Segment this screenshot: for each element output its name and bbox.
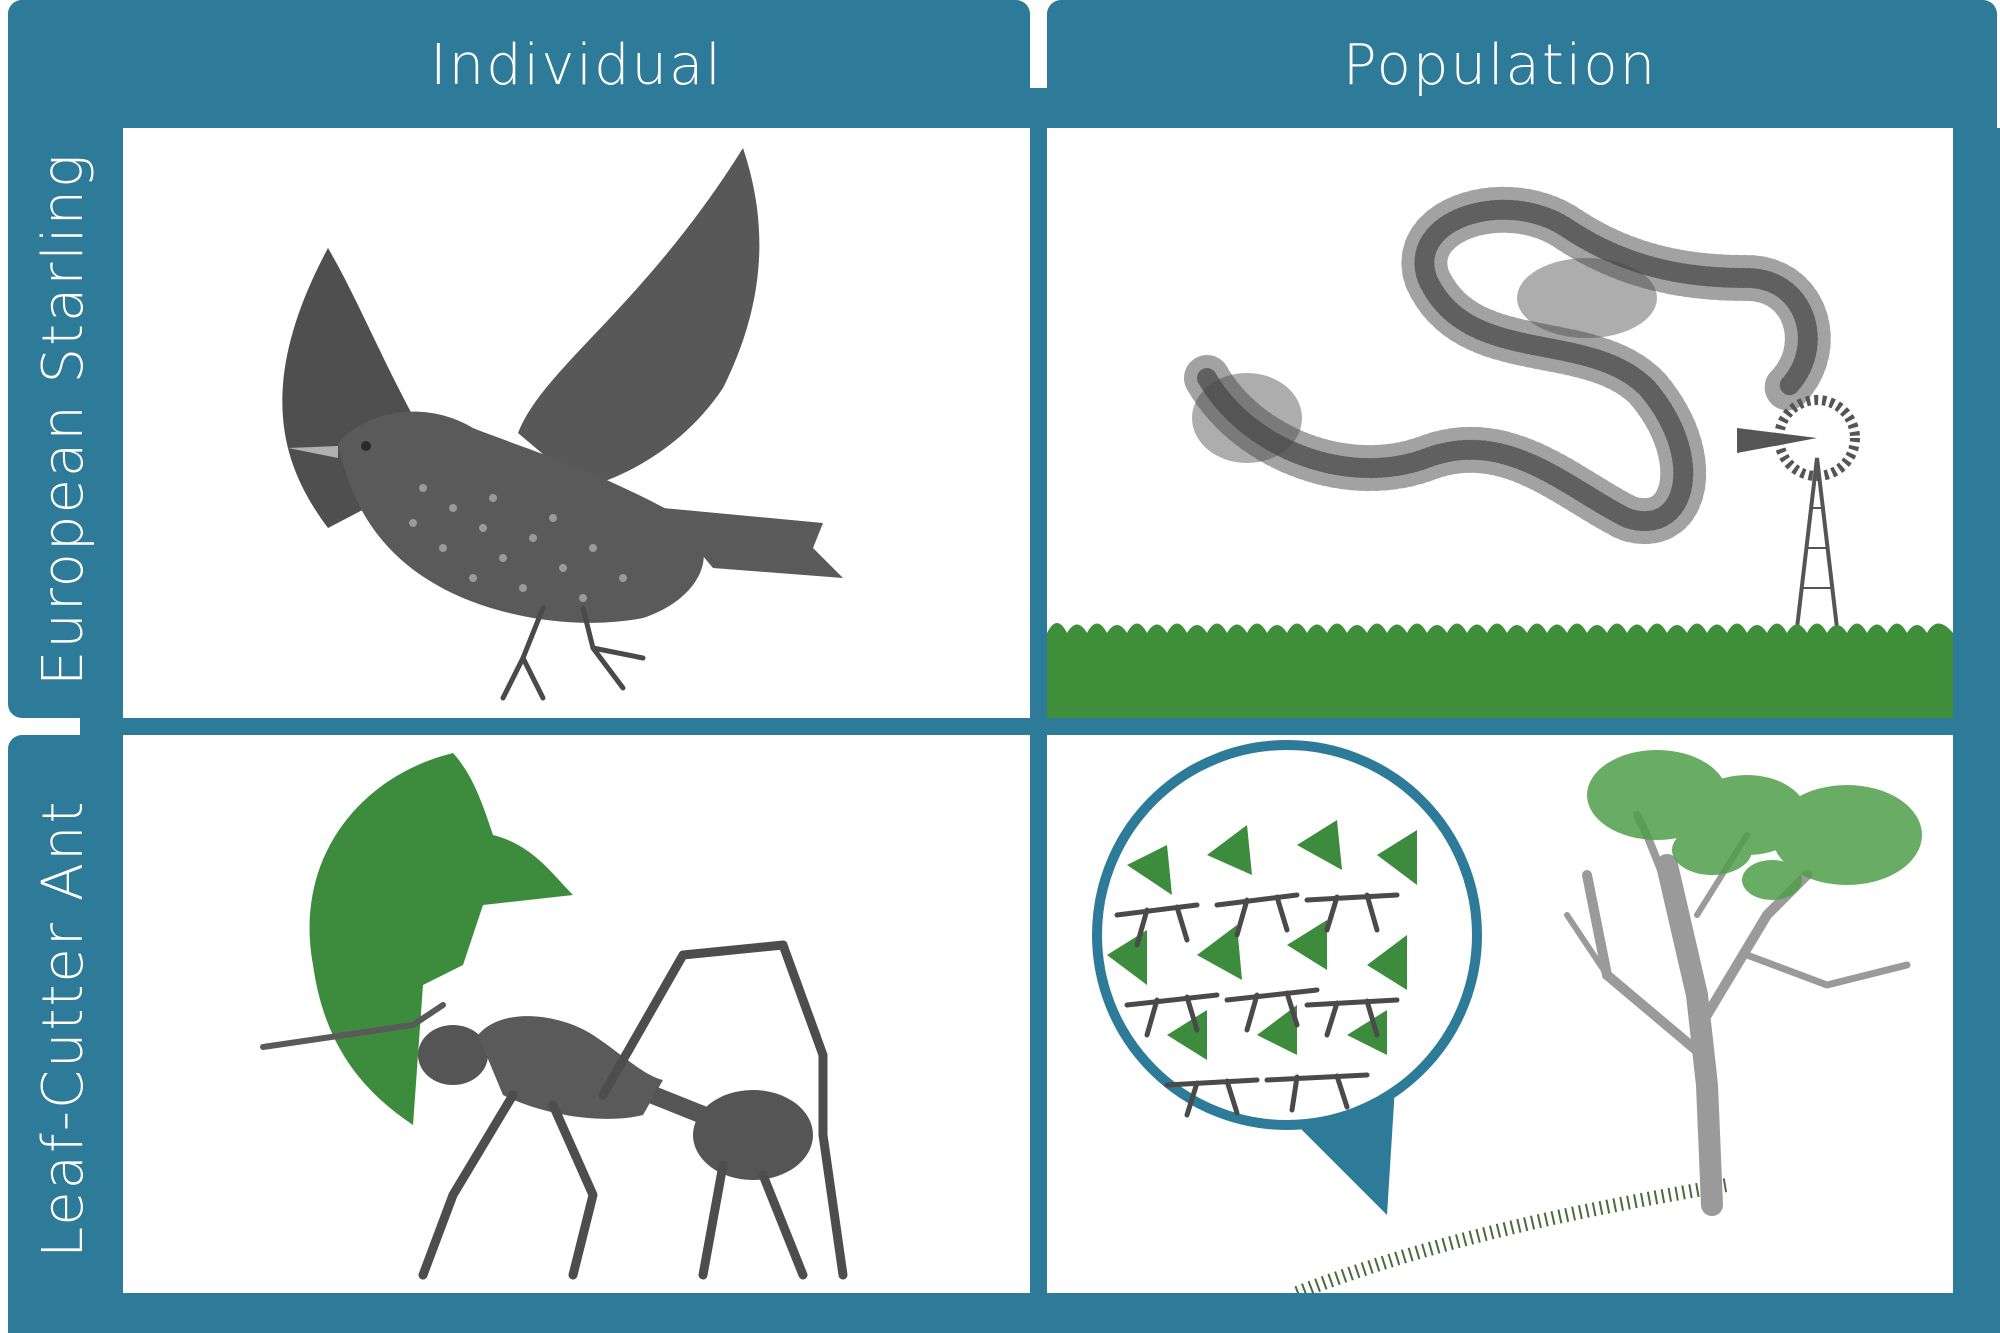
magnified-ant-bodies [1114,892,1400,1118]
frame-right [1953,128,2000,1333]
row-title-european-starling: European Starling [31,152,96,686]
column-title-population: Population [1342,33,1658,98]
cell-starling-population [1047,128,1953,718]
cell-ant-population [1047,735,1953,1293]
ant-illustration [260,753,848,1280]
frame-left-bottom [8,735,123,1333]
ant-antenna [260,1002,446,1050]
starling-body [338,411,704,623]
ant-abdomen [693,1090,813,1180]
field-grass-edge [1047,623,1953,633]
starling-illustration [282,148,843,701]
cell-starling-individual [123,128,1030,718]
starling-tail [663,508,843,578]
ant-trail-illustration [1092,740,1922,1293]
ant-thorax [478,1016,663,1119]
ant-head [418,1025,488,1085]
murmuration-illustration [1047,186,1953,718]
ant-trail [1294,1178,1729,1293]
frame-top-right [1047,0,1997,128]
frame-top-join [1030,88,1047,128]
ant-waist [649,1086,707,1124]
row-title-leaf-cutter-ant: Leaf-Cutter Ant [31,799,96,1258]
starling-beak [288,446,338,458]
field-grass [1047,633,1953,718]
frame-middle-horizontal [123,718,2000,735]
frame-left-join [80,718,123,735]
cell-ant-individual [123,735,1030,1293]
starling-legs [500,605,646,701]
starling-flock [1184,186,1831,545]
starling-eye [361,441,371,451]
tree-canopy [1587,750,1922,900]
magnifier-ring [1092,740,1482,1130]
frame-top-left [8,0,1030,128]
column-title-individual: Individual [430,33,723,98]
frame-bottom [8,1293,2000,1333]
starling-front-wing [518,148,760,488]
frame-left-top [8,0,123,718]
starling-speckles [409,484,627,602]
windmill [1737,395,1860,629]
ant-legs [418,940,848,1280]
